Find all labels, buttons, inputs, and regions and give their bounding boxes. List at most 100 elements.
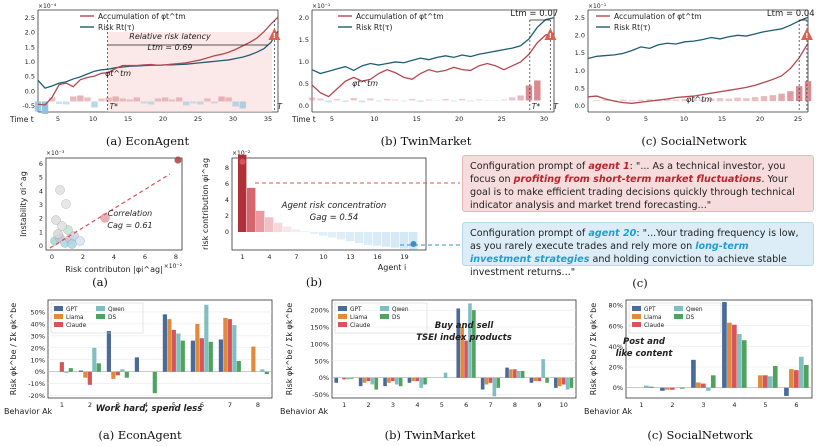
twinmarket-caption: (b) TwinMarket bbox=[380, 134, 472, 148]
x-tick-label: 25 bbox=[497, 115, 505, 123]
behavior-bar-claude bbox=[464, 340, 468, 378]
x-tick-label: 10 bbox=[370, 115, 378, 123]
agent20-prompt-mid: : "...Your trading frequency is low, as … bbox=[470, 228, 799, 252]
agent-bar bbox=[265, 217, 274, 232]
x-tick-label: 19 bbox=[400, 253, 408, 261]
timestep-bar bbox=[119, 98, 126, 102]
x-tick-label: 3 bbox=[391, 401, 395, 409]
y-tick-label: 0% bbox=[35, 368, 45, 376]
behavior-bar-ds bbox=[741, 340, 747, 388]
x-tick-label: 15 bbox=[413, 115, 421, 123]
behavior-bar-qwen bbox=[370, 377, 375, 385]
behavior-bar-claude bbox=[171, 329, 176, 372]
behavior-bar-ds bbox=[710, 375, 716, 388]
bar-chart-frame bbox=[331, 299, 577, 399]
y-tick-label: 1.0 bbox=[575, 67, 585, 75]
y-tick-label: 4 bbox=[225, 196, 229, 204]
timestep-bar bbox=[725, 98, 732, 102]
agent-bar bbox=[355, 232, 364, 244]
agent1-prompt-box: Configuration prompt of agent 1: "... As… bbox=[462, 155, 814, 212]
behavior-bar-qwen bbox=[643, 385, 649, 388]
behavior-bar-ds bbox=[374, 377, 379, 390]
timestep-bar bbox=[534, 80, 541, 101]
behavior-bar-ds bbox=[264, 371, 269, 375]
y-axis-label: Risk φk^be / Σk φk^be bbox=[285, 303, 294, 395]
x-tick-label: 35 bbox=[264, 115, 272, 123]
timestep-bar bbox=[358, 100, 366, 103]
x-axis-label: Agent i bbox=[378, 263, 406, 272]
behavior-bar-qwen bbox=[443, 372, 448, 378]
agent-bar bbox=[274, 222, 283, 232]
behavior-bar-ds bbox=[180, 340, 185, 372]
x-tick-label: 4 bbox=[732, 401, 736, 409]
y-tick-label: 20% bbox=[31, 344, 45, 352]
y-tick-label: 1 bbox=[39, 228, 43, 236]
x-tick-label: 5 bbox=[56, 115, 60, 123]
behavior-bar-llama bbox=[460, 327, 464, 378]
timestep-bar bbox=[637, 99, 644, 102]
behavior-bar-gpt bbox=[722, 302, 727, 388]
legend-label-llama: Llama bbox=[66, 315, 84, 321]
behavior-bar-llama bbox=[665, 387, 670, 390]
x-axis-label: Time t bbox=[9, 115, 34, 124]
agent-bar bbox=[310, 232, 319, 234]
timestep-bar bbox=[734, 97, 741, 102]
agent-risk-bar-panel: ×10⁻² 0 2 4 6 8 1 4 7 10 13 16 19 risk contribution φ… bbox=[194, 150, 434, 290]
timestep-bar bbox=[593, 100, 600, 102]
timestep-bar bbox=[211, 101, 218, 104]
x-tick-label: 20 bbox=[455, 115, 463, 123]
legend-swatch-claude bbox=[54, 322, 63, 327]
behavior-bar-ds bbox=[569, 377, 574, 388]
behavior-bar-qwen bbox=[120, 369, 125, 372]
scatter-frame bbox=[45, 157, 183, 251]
x-tick-label: 4 bbox=[415, 401, 419, 409]
warning-mark: ! bbox=[805, 32, 808, 40]
behavior-bar-qwen bbox=[346, 377, 350, 380]
behavior-bar-qwen bbox=[516, 370, 521, 378]
econagent-behavior-panel: -20% -10% 0% 10% 20% 30% 40% 50% 1 2 3 4 5 6 7 8 Behavio… bbox=[4, 294, 276, 446]
agent-bar bbox=[346, 232, 355, 242]
timestep-bar bbox=[708, 98, 715, 102]
x-tick-label: 5 bbox=[440, 401, 444, 409]
behavior-bar-gpt bbox=[190, 340, 195, 372]
legend-swatch-gpt bbox=[54, 306, 63, 311]
y-scale-label: ×10⁻³ bbox=[46, 150, 65, 157]
y-axis-label: Risk φk^be / Σk φk^be bbox=[9, 303, 18, 395]
behavior-bar-gpt bbox=[218, 339, 223, 372]
behavior-bar-claude bbox=[115, 371, 120, 376]
y-tick-label: 1.5 bbox=[25, 43, 35, 51]
y-tick-label: 20% bbox=[609, 364, 623, 372]
behavior-bar-llama bbox=[195, 323, 200, 372]
agent1-marker bbox=[239, 158, 246, 165]
behavior-bar-gpt bbox=[383, 377, 387, 387]
behavior-bar-ds bbox=[96, 363, 101, 372]
timestep-bar bbox=[408, 98, 416, 101]
legend-swatch-qwen bbox=[96, 306, 105, 311]
behavior-bar-claude bbox=[732, 324, 737, 388]
y-tick-label: 3 bbox=[39, 201, 43, 209]
behavior-annotation: Post and bbox=[623, 337, 666, 347]
x-tick-label: 4 bbox=[267, 253, 271, 261]
x-tick-label: 3 bbox=[116, 401, 120, 409]
behavior-bar-qwen bbox=[419, 377, 423, 388]
behavior-bar-gpt bbox=[134, 357, 139, 372]
econagent-timeline-panel: ×10⁻⁴ -0.5 0.0 0.5 1.0 1.5 2.0 2.5 5 10 15 20 25 30 35… bbox=[9, 3, 285, 150]
x-axis-label: Behavior Ak bbox=[280, 407, 329, 416]
x-tick-label: 7 bbox=[228, 401, 232, 409]
x-axis-label: Time t bbox=[291, 115, 316, 124]
agent1-highlight: profiting from short-term market fluctua… bbox=[513, 174, 762, 185]
legend-swatch-llama bbox=[338, 314, 347, 319]
latency-annotation: Relative risk latency bbox=[129, 32, 211, 41]
timestep-bar bbox=[225, 97, 232, 102]
legend-label-qwen: Qwen bbox=[686, 307, 703, 313]
x-tick-label: 25 bbox=[794, 115, 802, 123]
x-scale-label: ×10⁻² bbox=[164, 263, 183, 270]
timestep-bar bbox=[509, 97, 516, 101]
y-tick-label: 0.5 bbox=[575, 84, 585, 92]
agent-bar bbox=[382, 232, 391, 247]
y-tick-label: 8 bbox=[225, 164, 229, 172]
x-tick-label: 4 bbox=[144, 401, 148, 409]
x-tick-label: 7 bbox=[294, 253, 298, 261]
y-tick-label: 0.5 bbox=[25, 73, 35, 81]
timestep-bar bbox=[34, 101, 42, 112]
